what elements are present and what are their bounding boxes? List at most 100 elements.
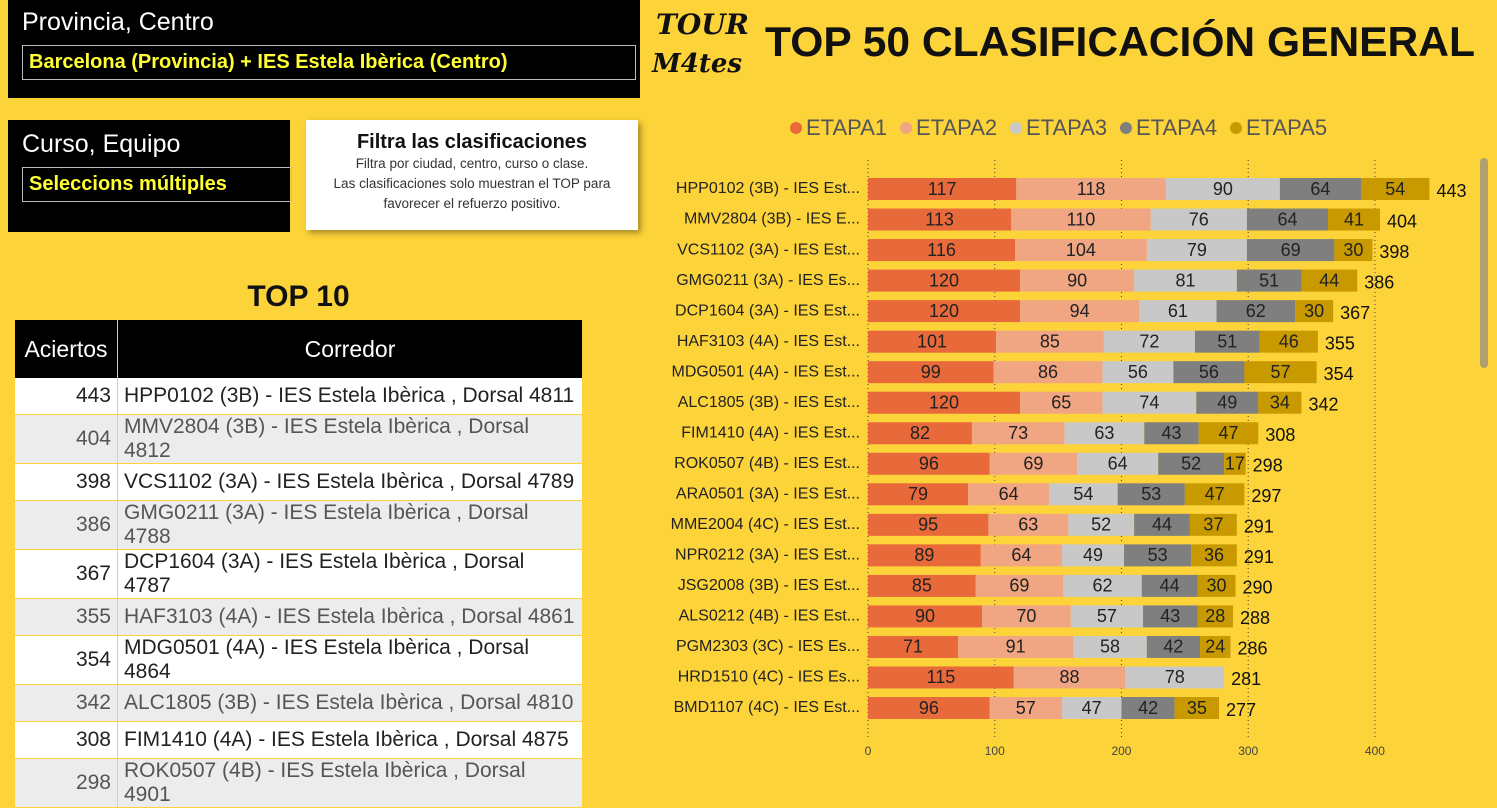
value-label: 120 [929, 301, 959, 321]
bar-segment [1020, 391, 1103, 414]
value-label: 62 [1246, 301, 1266, 321]
table-row: 443 HPP0102 (3B) - IES Estela Ibèrica , D… [15, 378, 582, 415]
value-label: 120 [929, 270, 959, 290]
bar-segment [1016, 178, 1166, 200]
bar-segment [1139, 300, 1217, 323]
bar-segment [1246, 208, 1329, 231]
runner-cell: ALC1805 (3B) - IES Estela Ibèrica , Dors… [117, 684, 582, 722]
value-label: 86 [1038, 362, 1058, 382]
value-label: 63 [1094, 423, 1114, 443]
value-label: 44 [1160, 576, 1180, 596]
value-label: 96 [919, 698, 939, 718]
total-label: 286 [1237, 639, 1267, 659]
value-label: 74 [1139, 392, 1159, 412]
value-label: 79 [1187, 240, 1207, 260]
bar-segment [868, 239, 1016, 262]
table-row: 386 GMG0211 (3A) - IES Estela Ibèrica , D… [15, 500, 582, 550]
bar-segment [1189, 513, 1237, 536]
bar-segment [1146, 239, 1247, 262]
total-label: 290 [1243, 578, 1273, 598]
score-cell: 443 [15, 378, 118, 415]
bar-segment [1194, 330, 1260, 353]
value-label: 61 [1168, 301, 1188, 321]
bar-segment [1334, 239, 1373, 262]
bar-segment [988, 513, 1069, 536]
total-label: 291 [1244, 547, 1274, 567]
bar-segment [868, 330, 997, 353]
bar-segment [1174, 697, 1220, 720]
bar-segment [1134, 269, 1237, 292]
bar-segment [868, 391, 1021, 414]
runner-cell: GMG0211 (3A) - IES Estela Ibèrica , Dors… [117, 500, 582, 550]
info-line: Las clasificaciones solo muestran el TOP… [333, 176, 611, 191]
bar-segment [993, 361, 1103, 384]
total-label: 404 [1387, 211, 1417, 231]
filter-province[interactable]: Provincia, Centro Barcelona (Provincia) … [8, 0, 640, 98]
value-label: 69 [1281, 240, 1301, 260]
y-tick-label: MME2004 (4C) - IES Est... [671, 516, 860, 533]
value-label: 52 [1181, 454, 1201, 474]
value-label: 47 [1205, 484, 1225, 504]
y-tick-label: HRD1510 (4C) - IES Es... [678, 669, 860, 686]
value-label: 62 [1092, 576, 1112, 596]
bar-segment [1061, 697, 1122, 720]
value-label: 63 [1018, 515, 1038, 535]
table-row: 398 VCS1102 (3A) - IES Estela Ibèrica , D… [15, 463, 582, 501]
bar-segment [1063, 574, 1142, 597]
bar-segment [1197, 605, 1234, 628]
legend-marker [1120, 122, 1132, 134]
value-label: 69 [1023, 454, 1043, 474]
y-tick-label: ROK0507 (4B) - IES Est... [674, 455, 860, 472]
value-label: 30 [1304, 301, 1324, 321]
bar-segment [1197, 574, 1236, 597]
bar-segment [957, 635, 1074, 658]
bar-segment [1049, 483, 1118, 506]
score-cell: 354 [15, 635, 118, 685]
value-label: 44 [1319, 270, 1339, 290]
filter-course[interactable]: Curso, Equipo Seleccions múltiples [8, 120, 292, 232]
value-label: 85 [1040, 331, 1060, 351]
bar-segment [868, 513, 989, 536]
bar-segment [1165, 178, 1280, 200]
legend-label: ETAPA3 [1026, 115, 1107, 140]
value-label: 54 [1073, 484, 1093, 504]
bar-segment [868, 544, 981, 567]
bar-segment [1224, 452, 1246, 475]
bar-segment [868, 666, 1014, 689]
bar-segment [1013, 666, 1126, 689]
table-row: 367 DCP1604 (3A) - IES Estela Ibèrica , D… [15, 549, 582, 599]
bar-segment [868, 605, 983, 628]
score-cell: 386 [15, 500, 118, 550]
bar-segment [1301, 269, 1358, 292]
y-tick-label: MMV2804 (3B) - IES E... [684, 211, 860, 228]
value-label: 79 [908, 484, 928, 504]
table-row: 354 MDG0501 (4A) - IES Estela Ibèrica , D… [15, 635, 582, 685]
value-label: 46 [1279, 331, 1299, 351]
bar-segment [971, 422, 1065, 445]
value-label: 57 [1016, 698, 1036, 718]
value-label: 43 [1162, 423, 1182, 443]
bar-segment [868, 361, 994, 384]
x-tick-label: 100 [985, 744, 1005, 758]
value-label: 51 [1217, 331, 1237, 351]
runner-cell: DCP1604 (3A) - IES Estela Ibèrica , Dors… [117, 549, 582, 599]
scrollbar[interactable] [1480, 158, 1488, 368]
value-label: 17 [1225, 454, 1245, 474]
value-label: 65 [1051, 392, 1071, 412]
bar-segment [1236, 269, 1302, 292]
dashboard: Provincia, Centro Barcelona (Provincia) … [8, 0, 1488, 808]
total-label: 443 [1436, 181, 1466, 201]
value-label: 34 [1270, 392, 1290, 412]
y-tick-label: FIM1410 (4A) - IES Est... [681, 424, 860, 441]
bar-segment [1077, 452, 1159, 475]
value-label: 70 [1016, 606, 1036, 626]
value-label: 90 [1213, 179, 1233, 199]
bar-segment [1121, 697, 1175, 720]
value-label: 110 [1067, 209, 1096, 229]
bar-segment [1061, 544, 1125, 567]
bar-segment [1141, 574, 1198, 597]
value-label: 57 [1097, 606, 1117, 626]
table-row: 298 ROK0507 (4B) - IES Estela Ibèrica , D… [15, 758, 582, 808]
bar-segment [1103, 330, 1195, 353]
value-label: 57 [1271, 362, 1291, 382]
